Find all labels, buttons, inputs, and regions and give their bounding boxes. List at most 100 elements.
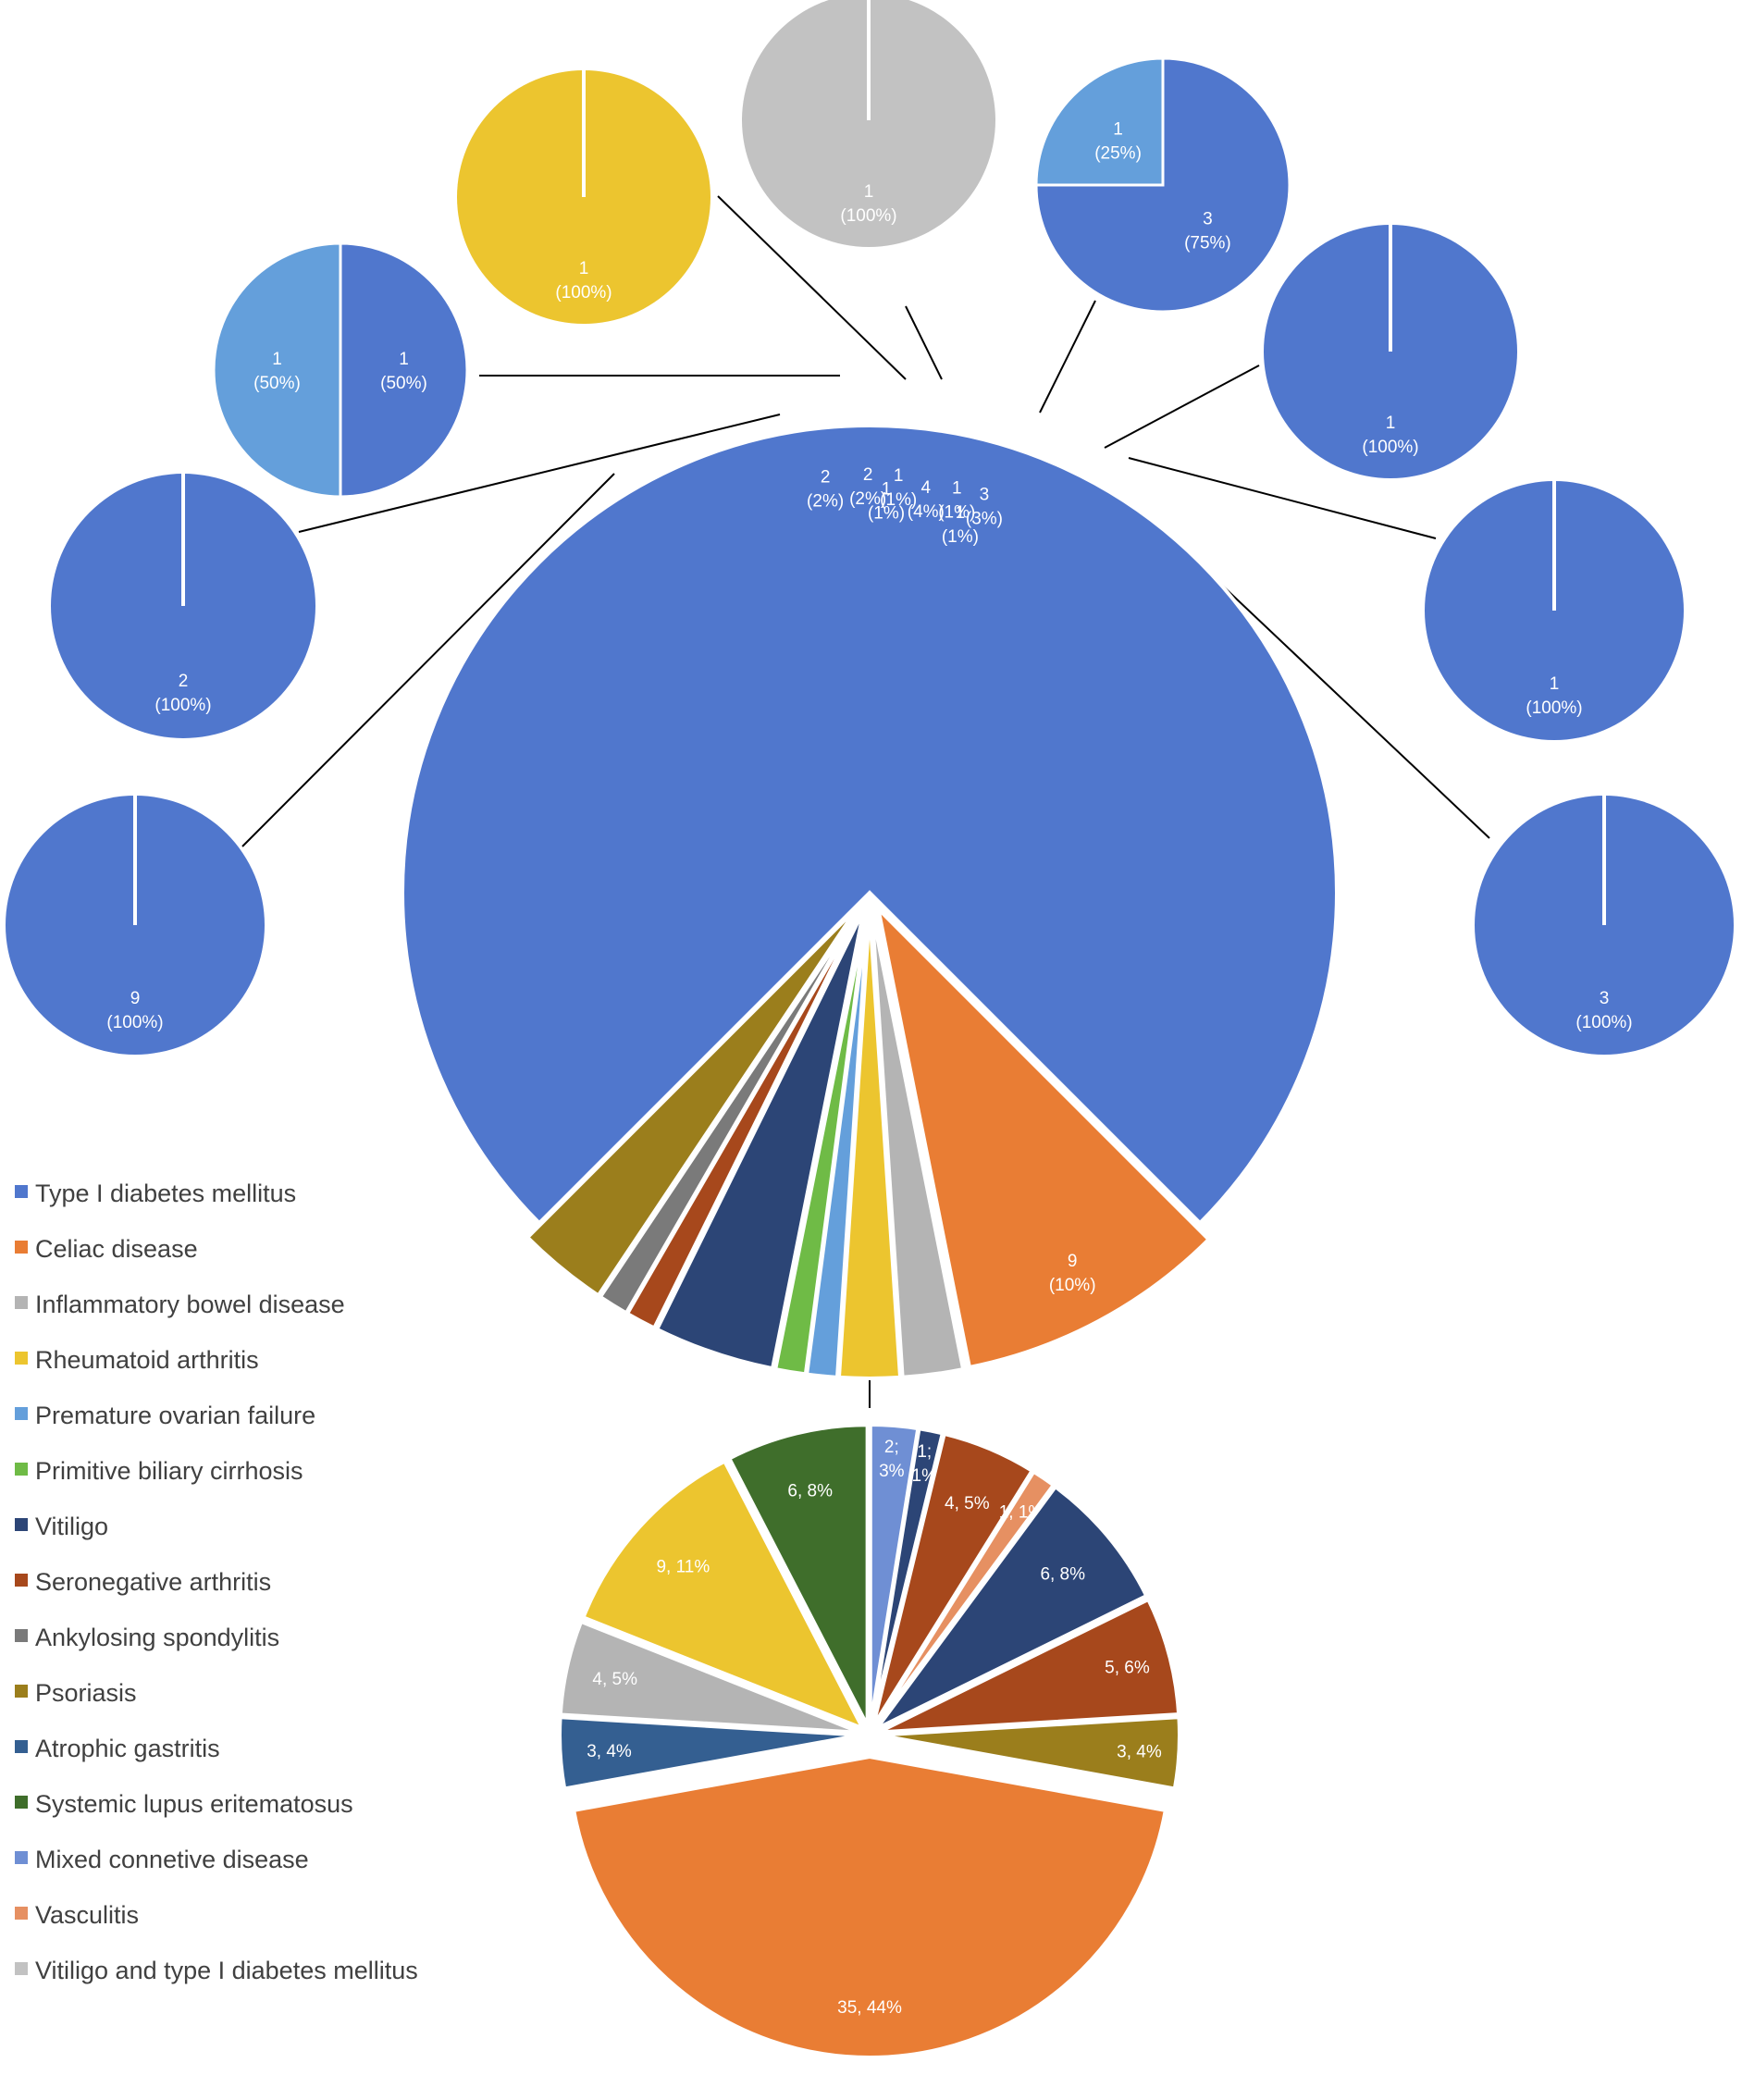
sub-pie-slice-group: 1 (100%) [457, 70, 710, 324]
connector-line [298, 414, 781, 533]
main-pie-slice [654, 909, 866, 1371]
bottom-pie-slice-group: 9, 11% [580, 1458, 867, 1733]
legend-item: Celiac disease [15, 1235, 198, 1263]
sub-pie-slice [1034, 56, 1165, 187]
connector-line [1128, 457, 1437, 539]
bottom-pie-slice [872, 1469, 1056, 1728]
connector-line [1039, 300, 1096, 414]
main-pie-slice-label: 2 (2%) [849, 465, 886, 509]
sub-pie-slice-group: 1 (50%) [339, 241, 469, 499]
legend-label: Vasculitis [35, 1901, 139, 1929]
bottom-pie-slice-label: 1; 1% [912, 1442, 938, 1486]
main-pie-slice-label: 1 (1%) [880, 466, 917, 510]
main-pie-slice-group: 1 (1%) [772, 466, 917, 1377]
bottom-pie-slice-group: 6, 8% [726, 1423, 870, 1727]
main-pie-slice [525, 906, 859, 1299]
bottom-pie-slice [726, 1423, 870, 1727]
sub-pie: 2 (100%) [51, 474, 315, 738]
legend-item: Inflammatory bowel disease [15, 1291, 345, 1318]
legend-label: Mixed connetive disease [35, 1846, 309, 1873]
connector-line [1104, 364, 1260, 449]
legend-label: Vitiligo and type I diabetes mellitus [35, 1957, 418, 1984]
bottom-pie-slice-label: 6, 8% [1040, 1565, 1085, 1585]
sub-pie-slice-label: 1 (50%) [380, 350, 427, 393]
sub-pie-slice-group: 1 (100%) [1425, 481, 1684, 740]
sub-pie-slice-label: 1 (100%) [840, 182, 896, 226]
bottom-pie-slice-label: 4, 5% [945, 1494, 990, 1513]
main-pie-slice [598, 907, 862, 1316]
sub-pie-slice-group: 2 (100%) [51, 474, 315, 738]
sub-pie-slice-label: 1 (50%) [253, 350, 301, 393]
legend-swatch [15, 1241, 28, 1254]
bottom-pie-slice-group: 1, 1% [872, 1469, 1056, 1728]
sub-pie: 9 (100%) [6, 796, 265, 1055]
main-pie: 72(75%)9(10%)2(2%)2(2%)1(1%)1(1%)4(4%)1(… [401, 424, 1339, 1381]
bottom-pie-slice-label: 5, 6% [1105, 1658, 1150, 1677]
legend-label: Atrophic gastritis [35, 1735, 220, 1762]
sub-pie-slice-label: 1 (100%) [555, 259, 612, 303]
bottom-pie-slice-group: 4, 5% [871, 1431, 1035, 1727]
sub-pie: 1 (100%) [457, 70, 710, 324]
bottom-pie-slice [877, 1597, 1181, 1735]
bottom-pie-slice-group: 4, 5% [558, 1619, 861, 1735]
bottom-pie-slice-group: 3, 4% [878, 1715, 1181, 1791]
sub-pie: 1 (100%) [1425, 481, 1684, 740]
legend-label: Rheumatoid arthritis [35, 1346, 259, 1374]
bottom-pie: 2; 3%1; 1%4, 5% 1, 1%6, 8%5, 6%3, 4%35, 44%… [558, 1423, 1181, 2059]
legend-swatch [15, 1407, 28, 1420]
bottom-pie-slice-label: 9, 11% [656, 1557, 710, 1576]
legend-swatch [15, 1740, 28, 1753]
main-pie-slice-label: 2 (2%) [807, 468, 844, 512]
main-pie-slice-label: 4 (4%) [908, 478, 945, 522]
sub-pie: 1 (100%) [1264, 225, 1517, 478]
bottom-pie-slice-label: 4, 5% [592, 1670, 637, 1689]
bottom-pie-slice [558, 1619, 861, 1735]
sub-pie: 1 (50%) 1 (50%) [212, 241, 469, 499]
legend-item: Seronegative arthritis [15, 1568, 271, 1596]
main-pie-slice [401, 424, 1339, 1226]
legend-label: Vitiligo [35, 1513, 108, 1540]
sub-pie-slice [742, 0, 995, 247]
bottom-pie-slice-group: 35, 44% [571, 1754, 1168, 2059]
legend-item: Type I diabetes mellitus [15, 1180, 296, 1207]
legend-item: Vitiligo [15, 1513, 108, 1540]
sub-pie: 1 (100%) [742, 0, 995, 247]
sub-pie-slice-label: 1 (25%) [1094, 120, 1142, 164]
main-pie-slice-group: 2 (2%) [807, 468, 966, 1379]
legend-label: Type I diabetes mellitus [35, 1180, 296, 1207]
sub-pie-slice-group: 1 (25%) [1034, 56, 1165, 187]
bottom-pie-slice [571, 1754, 1168, 2059]
connector-line [905, 305, 943, 380]
legend-swatch [15, 1463, 28, 1476]
legend-item: Systemic lupus eritematosus [15, 1790, 353, 1818]
sub-pie-slice-label: 1 (100%) [1526, 674, 1582, 718]
sub-pies: 9 (100%) 2 (100%) 1 (50%) 1 (50%) 1 (100%) 1 (100%)… [6, 0, 1734, 1055]
bottom-pie-slice-label: 35, 44% [837, 1998, 902, 2018]
legend-label: Seronegative arthritis [35, 1568, 271, 1596]
legend-swatch [15, 1296, 28, 1309]
main-pie-slice-label: 9 (10%) [1049, 1252, 1096, 1295]
bottom-pie-slice-label: 3, 4% [587, 1742, 632, 1761]
legend-label: Ankylosing spondylitis [35, 1624, 279, 1651]
bottom-pie-slice-label: 2; 3% [879, 1438, 905, 1481]
legend-label: Celiac disease [35, 1235, 198, 1263]
bottom-pie-slice [580, 1458, 867, 1733]
legend-swatch [15, 1352, 28, 1365]
main-pie-slice [772, 910, 869, 1377]
connector-line [717, 195, 907, 380]
bottom-pie-slice-group: 6, 8% [875, 1484, 1149, 1731]
sub-pie-slice-label: 2 (100%) [154, 672, 211, 715]
sub-pie-slice-label: 3 (75%) [1184, 209, 1231, 253]
legend-item: Atrophic gastritis [15, 1735, 220, 1762]
sub-pie-slice-group: 3 (75%) [1034, 56, 1291, 314]
main-pie-slice-label: 1 (1%) [938, 479, 975, 523]
bottom-pie-slice [878, 1715, 1181, 1791]
legend-swatch [15, 1907, 28, 1920]
sub-pie-slice-group: 9 (100%) [6, 796, 265, 1055]
legend-label: Systemic lupus eritematosus [35, 1790, 353, 1818]
legend-swatch [15, 1518, 28, 1531]
sub-pie-slice-group: 3 (100%) [1475, 796, 1734, 1055]
bottom-pie-slice-label: 6, 8% [787, 1482, 833, 1501]
bottom-pie-slice [871, 1431, 1035, 1727]
sub-pie-slice-label: 3 (100%) [1575, 989, 1632, 1032]
